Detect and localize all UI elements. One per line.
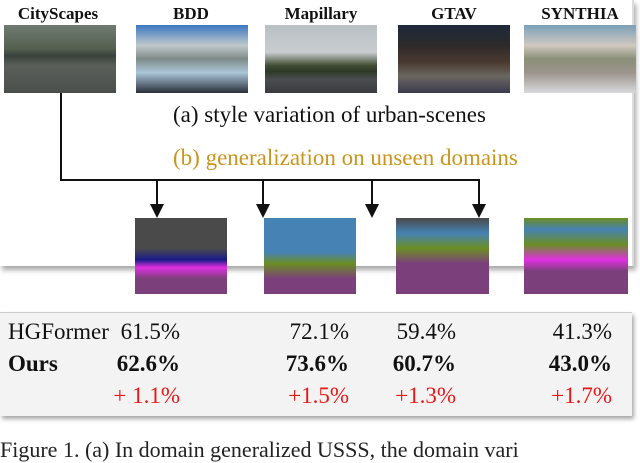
score-bdd: 62.6% — [116, 351, 180, 376]
mapillary-image — [265, 25, 377, 93]
segmentation-mapillary — [264, 218, 356, 294]
figure-caption: Figure 1. (a) In domain generalized USSS… — [0, 437, 519, 462]
connector-drop-2 — [262, 179, 264, 205]
results-table: HGFormer 61.5% 72.1% 59.4% 41.3% Ours 62… — [0, 312, 632, 416]
connector-horizontal — [60, 179, 480, 181]
arrow-down-icon — [365, 204, 379, 218]
method-name: Ours — [8, 351, 58, 376]
score-synthia: 41.3% — [552, 319, 612, 344]
arrow-down-icon — [256, 204, 270, 218]
bdd-image — [136, 25, 248, 93]
gtav-image — [398, 25, 510, 93]
score-mapillary: 73.6% — [285, 351, 349, 376]
arrow-down-icon — [472, 204, 486, 218]
delta-bdd: + 1.1% — [113, 383, 180, 408]
score-synthia: 43.0% — [548, 351, 612, 376]
connector-vertical — [60, 93, 62, 180]
segmentation-gtav — [396, 218, 489, 294]
arrow-down-icon — [150, 204, 164, 218]
segmentation-bdd — [135, 218, 227, 294]
segmentation-synthia — [524, 218, 628, 294]
delta-gtav: +1.3% — [395, 383, 456, 408]
connector-drop-4 — [478, 179, 480, 205]
method-name: HGFormer — [8, 319, 109, 344]
caption-generalization: (b) generalization on unseen domains — [173, 145, 518, 170]
delta-synthia: +1.7% — [551, 383, 612, 408]
score-gtav: 60.7% — [392, 351, 456, 376]
table-row-hgformer: HGFormer 61.5% 72.1% 59.4% 41.3% — [0, 319, 632, 351]
domain-label-synthia: SYNTHIA — [541, 4, 619, 23]
table-row-ours: Ours 62.6% 73.6% 60.7% 43.0% — [0, 351, 632, 383]
domain-label-bdd: BDD — [173, 4, 209, 23]
table-row-delta: + 1.1% +1.5% +1.3% +1.7% — [0, 383, 632, 415]
connector-drop-1 — [156, 179, 158, 205]
connector-drop-3 — [371, 179, 373, 205]
score-gtav: 59.4% — [396, 319, 456, 344]
figure-panel: CityScapes BDD Mapillary GTAV SYNTHIA (a… — [4, 0, 636, 294]
score-mapillary: 72.1% — [289, 319, 349, 344]
caption-style-variation: (a) style variation of urban-scenes — [173, 102, 486, 127]
score-bdd: 61.5% — [120, 319, 180, 344]
synthia-image — [524, 25, 636, 93]
domain-label-cityscapes: CityScapes — [17, 4, 99, 23]
domain-label-mapillary: Mapillary — [284, 4, 358, 23]
cityscapes-image — [4, 25, 116, 93]
domain-label-gtav: GTAV — [431, 4, 477, 23]
delta-mapillary: +1.5% — [288, 383, 349, 408]
